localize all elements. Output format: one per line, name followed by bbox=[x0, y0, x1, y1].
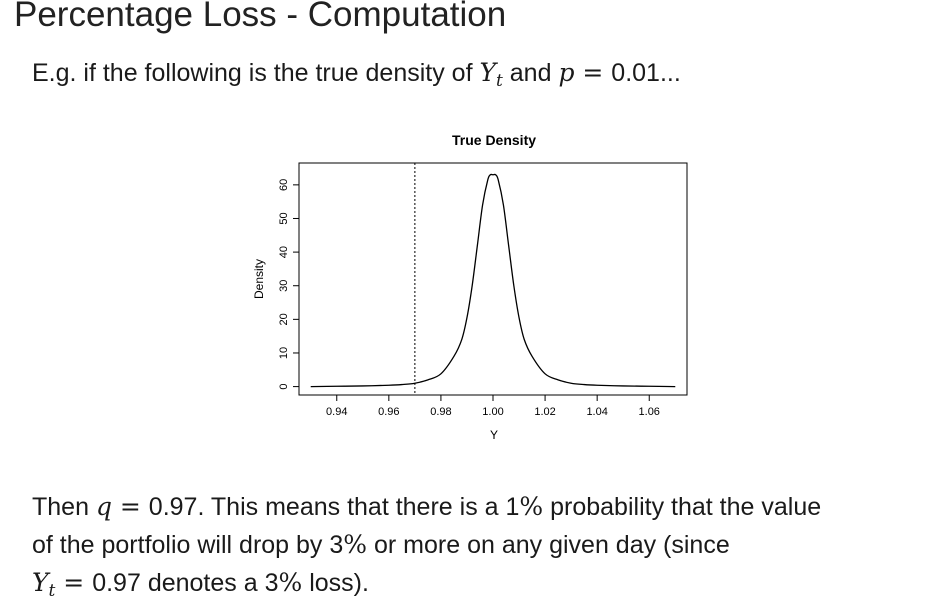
plot-frame bbox=[298, 162, 688, 396]
intro-text: E.g. if the following is the true densit… bbox=[32, 56, 681, 90]
density-chart: True Density 0.94 0.96 0.98 1.00 1.02 1.04 1.0… bbox=[252, 132, 688, 442]
intro-part-2: and bbox=[502, 59, 559, 87]
x-axis-label: Y bbox=[490, 428, 498, 442]
y-tick-label: 10 bbox=[278, 347, 290, 359]
conclusion-text-5: denotes a 3 bbox=[140, 569, 279, 597]
x-tick-label: 1.00 bbox=[482, 406, 503, 418]
y-axis: 0 10 20 30 40 50 60 bbox=[278, 179, 299, 390]
x-tick-label: 1.02 bbox=[534, 406, 555, 418]
conclusion-text-1: . This means that there is a 1 bbox=[197, 493, 520, 521]
conclusion-text-2: probability that the value bbox=[543, 493, 822, 521]
conclusion-line-1: Then q = 0.97. This means that there is … bbox=[32, 488, 922, 526]
y-tick-label: 60 bbox=[278, 179, 290, 191]
conclusion-text-6: loss). bbox=[302, 569, 369, 597]
y-tick-label: 50 bbox=[278, 212, 290, 224]
y-tick-label: 0 bbox=[278, 384, 290, 390]
chart-title: True Density bbox=[452, 132, 536, 148]
conclusion-text-4: or more on any given day (since bbox=[367, 531, 730, 559]
var-y: Y bbox=[32, 568, 49, 597]
q-value: 0.97 bbox=[148, 493, 198, 521]
var-y-subscript: t bbox=[48, 581, 56, 601]
y-tick-label: 30 bbox=[278, 280, 290, 292]
equals-sign: = bbox=[55, 568, 93, 597]
x-axis: 0.94 0.96 0.98 1.00 1.02 1.04 1.06 bbox=[326, 395, 660, 418]
equals-sign: = bbox=[574, 58, 612, 87]
y-tick-label: 20 bbox=[278, 313, 290, 325]
conclusion-line-3: Yt = 0.97 denotes a 3% loss). bbox=[32, 564, 922, 602]
slide-title: Percentage Loss - Computation bbox=[14, 0, 507, 34]
x-tick-label: 0.96 bbox=[378, 406, 399, 418]
percent-sign: % bbox=[519, 492, 544, 521]
var-q: q bbox=[95, 492, 112, 521]
y-axis-label: Density bbox=[252, 259, 266, 299]
percent-sign: % bbox=[278, 568, 303, 597]
conclusion-line-2: of the portfolio will drop by 3% or more… bbox=[32, 526, 922, 564]
conclusion-then: Then bbox=[32, 493, 96, 521]
y-value: 0.97 bbox=[92, 569, 141, 597]
conclusion-text-3: of the portfolio will drop by 3 bbox=[32, 531, 344, 559]
x-tick-label: 0.94 bbox=[326, 406, 347, 418]
y-tick-label: 40 bbox=[278, 246, 290, 258]
x-tick-label: 0.98 bbox=[430, 406, 451, 418]
var-p: p bbox=[558, 58, 575, 87]
density-curve bbox=[310, 173, 676, 388]
percent-sign: % bbox=[343, 530, 368, 559]
ellipsis: ... bbox=[659, 59, 681, 87]
p-value: 0.01 bbox=[611, 59, 660, 87]
equals-sign: = bbox=[111, 492, 149, 521]
var-y: Y bbox=[479, 58, 496, 87]
x-tick-label: 1.04 bbox=[586, 406, 607, 418]
conclusion-text: Then q = 0.97. This means that there is … bbox=[32, 488, 922, 602]
x-tick-label: 1.06 bbox=[639, 406, 660, 418]
var-y-subscript: t bbox=[495, 71, 503, 91]
intro-part-1: E.g. if the following is the true densit… bbox=[32, 59, 480, 87]
